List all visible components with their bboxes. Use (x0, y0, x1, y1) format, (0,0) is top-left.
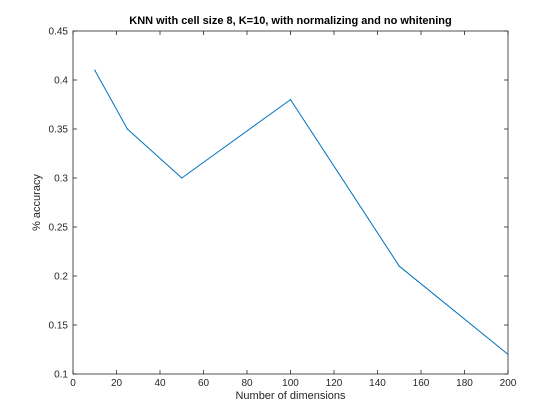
x-tick-label: 80 (241, 378, 253, 389)
data-point (289, 99, 292, 101)
x-tick-label: 60 (198, 378, 210, 389)
y-tick-label: 0.45 (49, 27, 69, 38)
data-point (398, 265, 400, 267)
y-tick-label: 0.4 (54, 76, 68, 87)
x-tick-label: 120 (326, 378, 343, 389)
x-tick-label: 40 (154, 378, 166, 389)
chart-title: KNN with cell size 8, K=10, with normali… (129, 15, 451, 27)
y-tick-label: 0.25 (49, 223, 69, 234)
x-tick-label: 200 (500, 378, 517, 389)
x-tick-label: 180 (456, 378, 473, 389)
y-tick-label: 0.2 (54, 272, 68, 283)
x-axis-title: Number of dimensions (235, 390, 346, 402)
x-axis: 0 20 40 60 80 100 120 140 160 180 200 (70, 31, 517, 389)
y-tick-label: 0.35 (49, 125, 69, 136)
plot-area-box (72, 30, 509, 375)
data-point (94, 69, 96, 71)
y-axis: 0.1 0.15 0.2 0.25 0.3 0.35 0.4 0.45 (49, 27, 508, 381)
y-tick-label: 0.15 (49, 321, 69, 332)
x-tick-label: 100 (282, 378, 299, 389)
data-point (507, 353, 509, 355)
data-point (181, 177, 183, 179)
x-tick-label: 160 (413, 378, 430, 389)
x-tick-label: 20 (111, 378, 123, 389)
x-tick-label: 0 (70, 378, 76, 389)
data-point (126, 128, 128, 130)
series-line (94, 69, 509, 355)
y-tick-label: 0.3 (54, 174, 68, 185)
x-tick-label: 140 (369, 378, 386, 389)
series-layer (94, 69, 509, 355)
y-axis-title: % accuracy (31, 174, 43, 231)
y-tick-label: 0.1 (54, 370, 68, 381)
